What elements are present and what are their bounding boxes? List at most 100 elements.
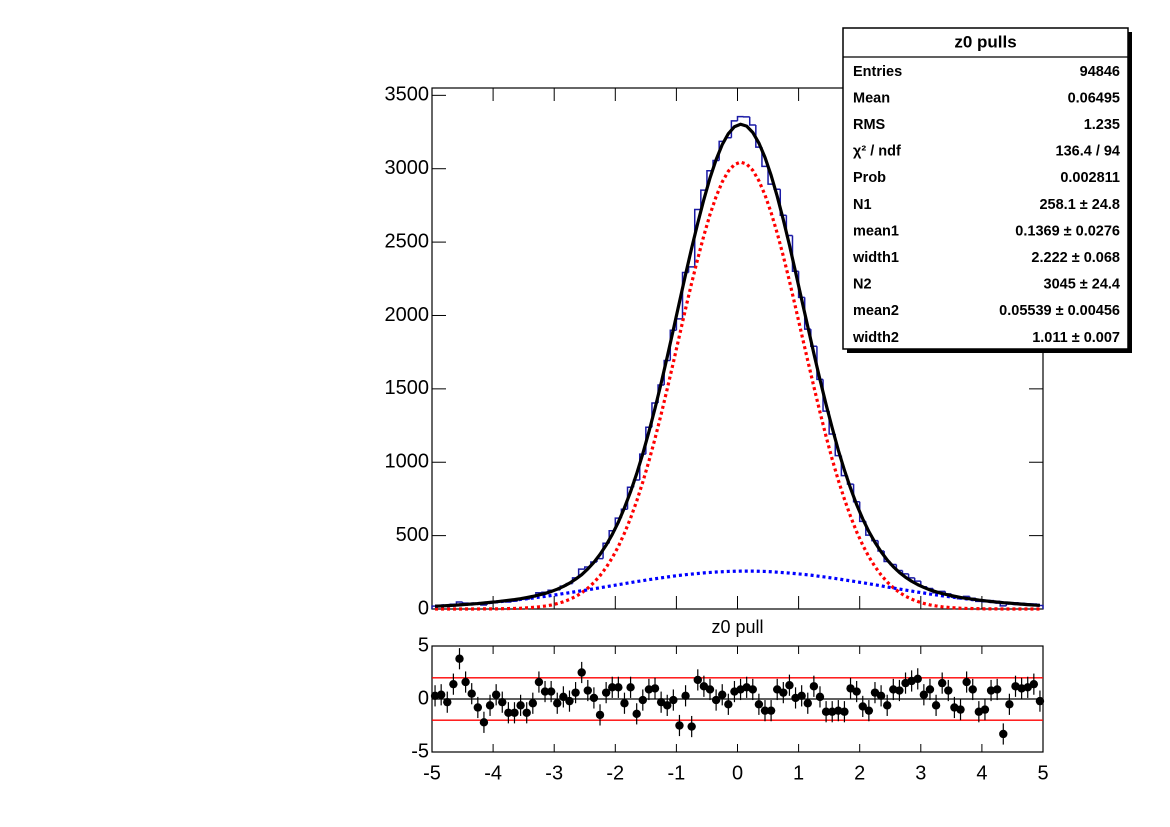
pull-point	[491, 690, 501, 699]
fit-curve	[435, 160, 1040, 611]
stats-label: Prob	[853, 170, 886, 186]
stats-label: χ² / ndf	[853, 144, 901, 160]
stats-value: 0.002811	[1060, 170, 1120, 186]
stats-value: 136.4 / 94	[1056, 144, 1121, 160]
pull-point	[760, 706, 770, 715]
pull-point	[608, 683, 617, 692]
pull-point	[614, 683, 623, 692]
pull-point	[577, 668, 586, 677]
pull-point	[546, 687, 556, 696]
pull-point	[485, 701, 495, 710]
pull-point	[589, 693, 599, 703]
pull-point	[809, 682, 819, 691]
pull-point	[632, 709, 641, 719]
pull-point	[553, 699, 562, 708]
x-tick-label: -4	[484, 762, 502, 784]
pull-point	[601, 688, 611, 697]
pull-point	[858, 702, 867, 711]
stats-value: 0.06495	[1068, 90, 1120, 106]
stats-value: 0.05539 ± 0.00456	[999, 303, 1120, 319]
pull-point	[565, 696, 574, 706]
pull-point	[467, 689, 476, 698]
pull-point	[815, 692, 825, 702]
x-tick-label: 4	[976, 762, 987, 784]
stats-label: Mean	[853, 90, 890, 106]
pull-point	[944, 686, 953, 695]
pull-point	[1005, 700, 1014, 709]
x-tick-label: 5	[1037, 762, 1048, 784]
pull-point	[882, 701, 892, 710]
histogram-bin	[748, 116, 756, 126]
pull-point	[663, 701, 672, 710]
pull-point	[956, 705, 965, 714]
pull-point	[754, 700, 764, 709]
pull-point	[681, 691, 690, 701]
x-tick-label: 2	[854, 762, 865, 784]
pull-point	[534, 677, 544, 687]
pull-point	[571, 688, 580, 697]
histogram-bin	[901, 570, 909, 575]
pull-point	[528, 699, 538, 708]
pull-point	[724, 700, 733, 709]
stats-label: RMS	[853, 117, 886, 133]
pull-point	[638, 695, 647, 705]
x-tick-label: -1	[668, 762, 686, 784]
stats-value: 1.235	[1084, 117, 1120, 133]
y-tick-label: -5	[411, 740, 429, 762]
pull-point	[852, 687, 861, 696]
histogram-bin	[693, 208, 701, 267]
pull-point	[705, 685, 715, 694]
y-tick-label: 5	[418, 634, 429, 656]
pull-point	[479, 718, 489, 727]
stats-label: mean2	[853, 303, 899, 319]
pull-point	[559, 692, 568, 702]
pull-point	[840, 707, 849, 716]
stats-label: N2	[853, 277, 872, 293]
y-tick-label: 0	[418, 597, 429, 619]
pull-point	[864, 706, 874, 715]
pull-point	[718, 690, 727, 699]
pull-point	[540, 687, 550, 696]
pull-point	[913, 674, 922, 684]
x-tick-label: -5	[423, 762, 441, 784]
pull-point	[748, 685, 757, 694]
stats-label: width1	[852, 250, 899, 266]
pull-point	[626, 683, 635, 692]
y-tick-label: 1500	[385, 377, 430, 399]
y-tick-label: 500	[396, 524, 429, 546]
pull-point	[455, 654, 464, 663]
pull-point	[675, 721, 684, 730]
pull-point	[919, 690, 929, 699]
histogram-bin	[907, 573, 915, 579]
stats-label: width2	[852, 330, 899, 346]
pull-point	[443, 697, 452, 707]
pull-point	[937, 678, 947, 688]
y-tick-label: 2500	[385, 230, 430, 252]
pull-point	[1029, 679, 1039, 689]
histogram-bin	[852, 484, 860, 503]
pull-point	[980, 705, 990, 714]
pull-point	[785, 681, 794, 690]
pull-point	[510, 708, 519, 717]
pull-point	[803, 699, 812, 708]
fit-curve	[434, 122, 1041, 608]
y-tick-label: 1000	[385, 451, 430, 473]
pull-point	[797, 691, 806, 701]
pull-point	[895, 686, 904, 695]
pull-point	[583, 686, 593, 695]
stats-value: 258.1 ± 24.8	[1039, 197, 1120, 213]
stats-label: Entries	[853, 64, 902, 80]
pull-point	[436, 690, 446, 699]
pull-point	[821, 707, 831, 716]
stats-value: 0.1369 ± 0.0276	[1015, 223, 1120, 239]
y-tick-label: 0	[418, 687, 429, 709]
pull-point	[516, 701, 525, 710]
stats-title: z0 pulls	[954, 32, 1016, 51]
pull-point	[711, 695, 721, 705]
y-tick-label: 2000	[385, 304, 430, 326]
stats-value: 1.011 ± 0.007	[1032, 330, 1120, 346]
x-tick-label: -2	[606, 762, 624, 784]
stats-box	[842, 27, 1129, 350]
pull-point	[620, 699, 629, 708]
pull-point	[461, 677, 470, 687]
